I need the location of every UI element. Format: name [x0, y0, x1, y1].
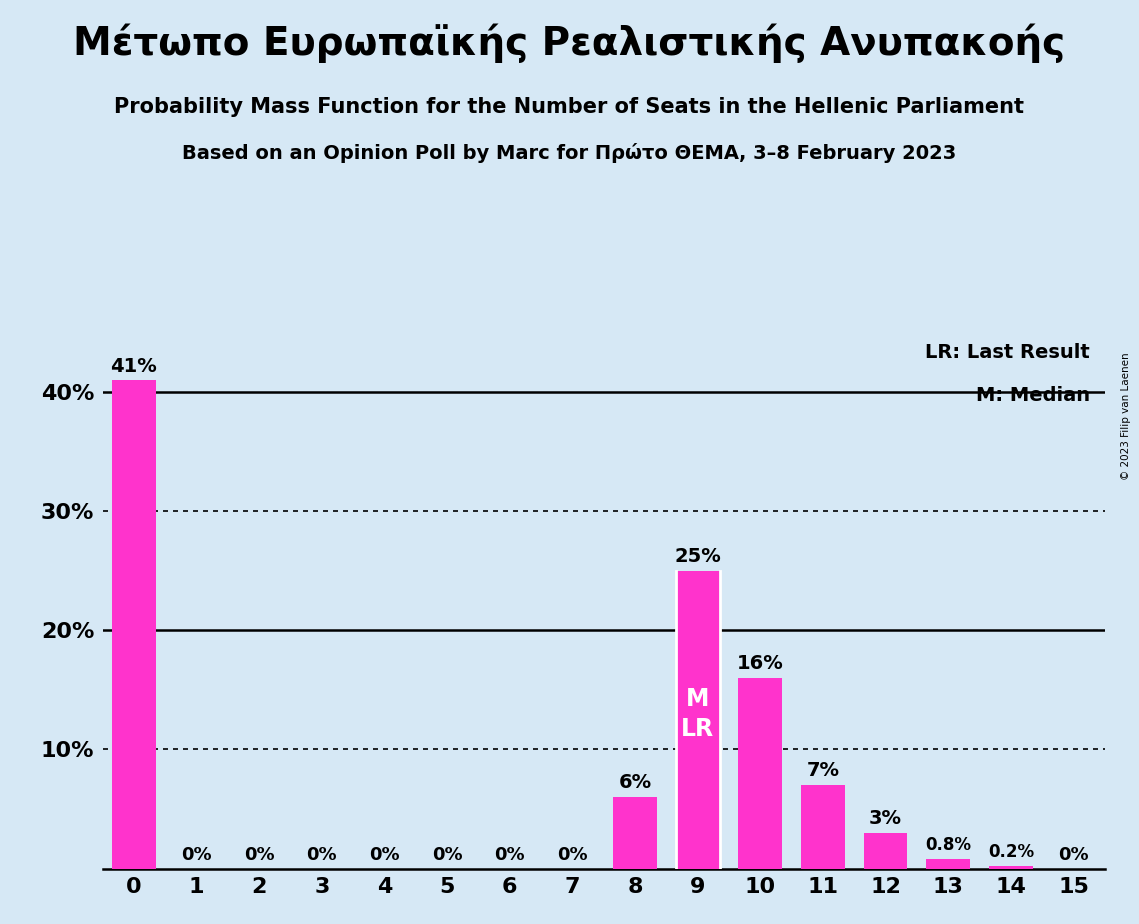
Text: 0%: 0% [181, 845, 212, 864]
Text: 6%: 6% [618, 773, 652, 793]
Bar [613, 797, 657, 869]
Bar [738, 678, 782, 869]
Text: 25%: 25% [674, 547, 721, 566]
Text: 0%: 0% [557, 845, 588, 864]
Text: Μέτωπο Ευρωπαϊκής Ρεαλιστικής Ανυπακοής: Μέτωπο Ευρωπαϊκής Ρεαλιστικής Ανυπακοής [73, 23, 1066, 63]
Bar [801, 785, 845, 869]
Text: M: Median: M: Median [976, 386, 1090, 406]
Text: © 2023 Filip van Laenen: © 2023 Filip van Laenen [1121, 352, 1131, 480]
Text: Based on an Opinion Poll by Marc for Πρώτο ΘΕΜΑ, 3–8 February 2023: Based on an Opinion Poll by Marc for Πρώ… [182, 143, 957, 164]
Bar [989, 866, 1033, 869]
Text: LR: Last Result: LR: Last Result [925, 344, 1090, 362]
Text: 0.8%: 0.8% [925, 836, 972, 855]
Text: Probability Mass Function for the Number of Seats in the Hellenic Parliament: Probability Mass Function for the Number… [115, 97, 1024, 117]
Text: 7%: 7% [806, 761, 839, 781]
Bar [863, 833, 908, 869]
Text: 3%: 3% [869, 809, 902, 828]
Text: 0%: 0% [432, 845, 462, 864]
Bar [675, 571, 720, 869]
Text: 0%: 0% [306, 845, 337, 864]
Text: 0%: 0% [369, 845, 400, 864]
Text: 0%: 0% [1058, 845, 1089, 864]
Text: 0%: 0% [494, 845, 525, 864]
Text: 0.2%: 0.2% [988, 844, 1034, 861]
Text: M
LR: M LR [681, 687, 714, 741]
Bar [112, 381, 156, 869]
Text: 0%: 0% [244, 845, 274, 864]
Text: 16%: 16% [737, 654, 784, 674]
Bar [926, 859, 970, 869]
Text: 41%: 41% [110, 357, 157, 375]
